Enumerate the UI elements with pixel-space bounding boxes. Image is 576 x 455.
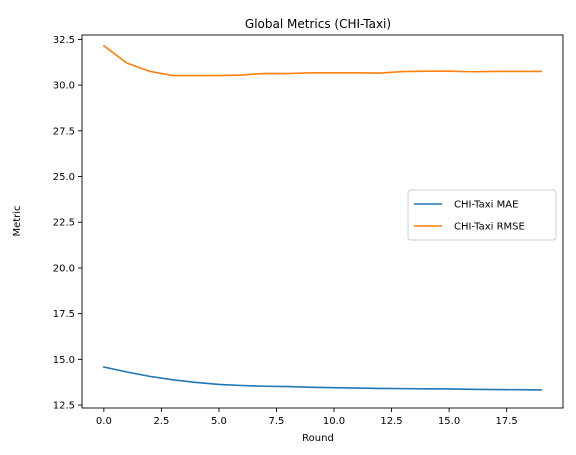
y-tick-label: 22.5 <box>53 218 75 229</box>
plot-frame <box>81 34 564 409</box>
x-tick-label: 12.5 <box>380 416 402 427</box>
x-tick-label: 15.0 <box>438 416 460 427</box>
y-tick-label: 12.5 <box>53 401 75 412</box>
x-tick-label: 10.0 <box>323 416 345 427</box>
legend-box <box>407 189 557 241</box>
series-line-1 <box>102 44 542 77</box>
y-tick-label: 27.5 <box>53 126 75 137</box>
x-tick-label: 7.5 <box>269 416 285 427</box>
y-tick-label: 30.0 <box>53 81 75 92</box>
y-tick-label: 17.5 <box>53 309 75 320</box>
y-tick-label: 20.0 <box>53 263 75 274</box>
y-tick-label: 15.0 <box>53 355 75 366</box>
legend: CHI-Taxi MAE CHI-Taxi RMSE <box>407 189 557 241</box>
x-tick-label: 2.5 <box>153 416 169 427</box>
y-axis-label: Metric <box>12 205 23 236</box>
x-tick-label: 17.5 <box>495 416 517 427</box>
x-axis-label: Round <box>302 433 334 444</box>
x-tick-label: 5.0 <box>211 416 227 427</box>
legend-label-0: CHI-Taxi MAE <box>454 200 518 211</box>
x-tick-label: 0.0 <box>96 416 112 427</box>
series-line-0 <box>102 366 542 391</box>
legend-label-1: CHI-Taxi RMSE <box>454 222 525 233</box>
chart-title: Global Metrics (CHI-Taxi) <box>245 17 391 31</box>
y-tick-label: 25.0 <box>53 172 75 183</box>
y-tick-label: 32.5 <box>53 35 75 46</box>
